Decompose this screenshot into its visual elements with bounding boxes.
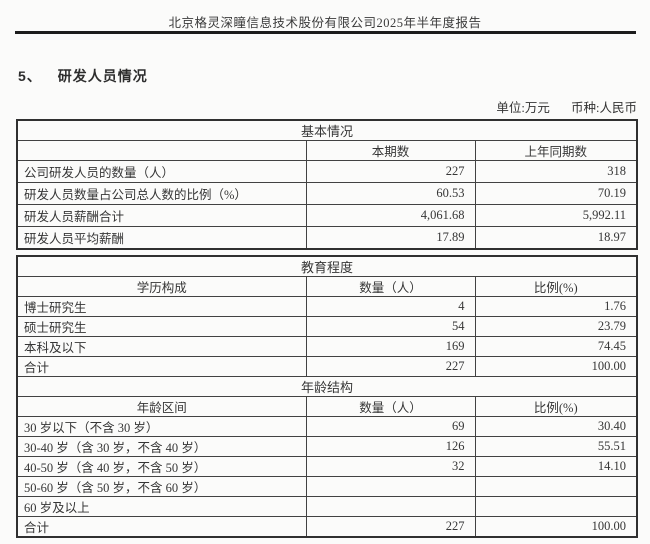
row-label: 30-40 岁（含 30 岁，不含 40 岁） [16, 436, 307, 457]
table-row: 硕士研究生 54 23.79 [16, 316, 638, 337]
row-label: 研发人员数量占公司总人数的比例（%） [16, 182, 307, 205]
column-header-ratio: 比例(%) [474, 276, 638, 297]
current-period-value: 60.53 [305, 182, 476, 205]
table-header-row: 年龄区间 数量（人） 比例(%) [16, 396, 638, 417]
row-label: 研发人员薪酬合计 [16, 204, 307, 227]
table-section-row: 年龄结构 [16, 376, 638, 397]
education-age-table: 教育程度 学历构成 数量（人） 比例(%) 博士研究生 4 1.76 硕士研究生… [16, 255, 639, 538]
table-row: 30 岁以下（不含 30 岁） 69 30.40 [16, 416, 638, 437]
current-period-value: 4,061.68 [305, 204, 476, 227]
ratio-value: 100.00 [474, 356, 638, 377]
document-header-title: 北京格灵深瞳信息技术股份有限公司2025年半年度报告 [168, 16, 482, 30]
table-row: 研发人员平均薪酬 17.89 18.97 [16, 226, 638, 250]
ratio-value: 14.10 [474, 456, 638, 477]
section-title: 研发人员情况 [57, 68, 148, 84]
row-label: 硕士研究生 [16, 316, 307, 337]
table-row: 研发人员薪酬合计 4,061.68 5,992.11 [16, 204, 638, 227]
row-label: 公司研发人员的数量（人） [16, 160, 307, 183]
count-value: 69 [305, 416, 476, 437]
count-value: 227 [305, 356, 476, 377]
count-value: 54 [305, 316, 476, 337]
ratio-value [474, 476, 638, 497]
count-value: 126 [305, 436, 476, 457]
column-header-education: 学历构成 [16, 276, 307, 297]
ratio-value: 100.00 [474, 516, 638, 538]
column-header-current-period: 本期数 [305, 140, 476, 161]
table-title: 基本情况 [16, 119, 638, 141]
row-label: 50-60 岁（含 50 岁，不含 60 岁） [16, 476, 307, 497]
table-row: 本科及以下 169 74.45 [16, 336, 638, 357]
section-number: 5、 [18, 68, 42, 84]
column-header-count: 数量（人） [305, 396, 476, 417]
ratio-value: 23.79 [474, 316, 638, 337]
prior-period-value: 18.97 [474, 226, 638, 250]
count-value: 227 [305, 516, 476, 538]
prior-period-value: 318 [474, 160, 638, 183]
table-row: 公司研发人员的数量（人） 227 318 [16, 160, 638, 183]
table-row: 研发人员数量占公司总人数的比例（%） 60.53 70.19 [16, 182, 638, 205]
section-heading: 5、 研发人员情况 [18, 66, 148, 86]
row-label: 30 岁以下（不含 30 岁） [16, 416, 307, 437]
count-value [305, 476, 476, 497]
table-header-row: 本期数 上年同期数 [16, 140, 638, 161]
prior-period-value: 5,992.11 [474, 204, 638, 227]
table-section-row: 基本情况 [16, 119, 638, 141]
row-label: 合计 [16, 516, 307, 538]
count-value: 32 [305, 456, 476, 477]
current-period-value: 17.89 [305, 226, 476, 250]
header-divider-rule [15, 31, 636, 34]
unit-currency-line: 单位:万元 币种:人民币 [496, 97, 637, 116]
column-header-ratio: 比例(%) [474, 396, 638, 417]
column-header-prior-period: 上年同期数 [474, 140, 638, 161]
table-row: 合计 227 100.00 [16, 516, 638, 538]
table-row: 博士研究生 4 1.76 [16, 296, 638, 317]
ratio-value: 1.76 [474, 296, 638, 317]
table-header-row: 学历构成 数量（人） 比例(%) [16, 276, 638, 297]
age-section-title: 年龄结构 [16, 376, 638, 397]
table-row: 40-50 岁（含 40 岁，不含 50 岁） 32 14.10 [16, 456, 638, 477]
table-row: 50-60 岁（含 50 岁，不含 60 岁） [16, 476, 638, 497]
unit-label: 单位:万元 [496, 101, 550, 115]
count-value [305, 496, 476, 517]
count-value: 4 [305, 296, 476, 317]
prior-period-value: 70.19 [474, 182, 638, 205]
column-header-age-range: 年龄区间 [16, 396, 307, 417]
column-header-empty [16, 140, 307, 161]
count-value: 169 [305, 336, 476, 357]
table-section-row: 教育程度 [16, 255, 638, 277]
row-label: 60 岁及以上 [16, 496, 307, 517]
column-header-count: 数量（人） [305, 276, 476, 297]
row-label: 合计 [16, 356, 307, 377]
row-label: 研发人员平均薪酬 [16, 226, 307, 250]
currency-label: 币种:人民币 [571, 101, 637, 115]
basic-info-table: 基本情况 本期数 上年同期数 公司研发人员的数量（人） 227 318 研发人员… [16, 119, 639, 250]
ratio-value: 55.51 [474, 436, 638, 457]
row-label: 博士研究生 [16, 296, 307, 317]
table-row: 30-40 岁（含 30 岁，不含 40 岁） 126 55.51 [16, 436, 638, 457]
table-row: 合计 227 100.00 [16, 356, 638, 377]
table-row: 60 岁及以上 [16, 496, 638, 517]
row-label: 40-50 岁（含 40 岁，不含 50 岁） [16, 456, 307, 477]
ratio-value: 30.40 [474, 416, 638, 437]
ratio-value: 74.45 [474, 336, 638, 357]
current-period-value: 227 [305, 160, 476, 183]
education-section-title: 教育程度 [16, 255, 638, 277]
row-label: 本科及以下 [16, 336, 307, 357]
ratio-value [474, 496, 638, 517]
